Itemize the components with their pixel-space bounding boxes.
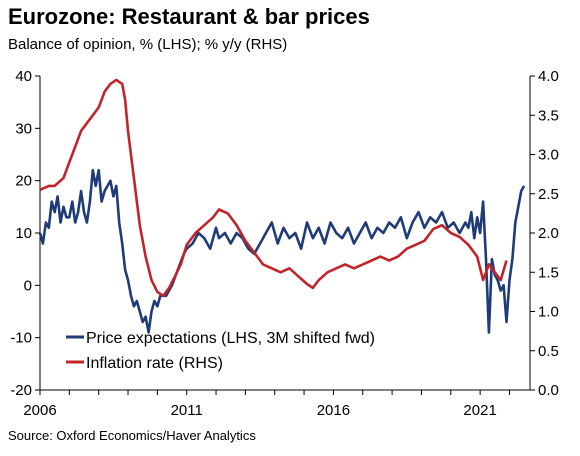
source-note: Source: Oxford Economics/Haver Analytics — [8, 428, 256, 443]
left-tick-label: 10 — [15, 225, 32, 242]
right-tick-label: 1.0 — [538, 304, 559, 321]
chart-legend: Price expectations (LHS, 3M shifted fwd)… — [66, 330, 375, 372]
right-tick-label: 1.5 — [538, 264, 559, 281]
x-tick-label: 2021 — [463, 402, 496, 419]
right-tick-label: 0.5 — [538, 343, 559, 360]
left-tick-label: -10 — [10, 330, 32, 347]
chart-subtitle: Balance of opinion, % (LHS); % y/y (RHS) — [8, 36, 288, 53]
left-tick-label: 40 — [15, 68, 32, 85]
x-tick-label: 2016 — [317, 402, 350, 419]
x-tick-label: 2006 — [23, 402, 56, 419]
series-line-2 — [39, 78, 508, 298]
right-tick-label: 0.0 — [538, 382, 559, 399]
right-tick-label: 2.5 — [538, 186, 559, 203]
chart-series — [38, 78, 526, 334]
left-tick-label: 20 — [15, 173, 32, 190]
right-tick-label: 3.5 — [538, 107, 559, 124]
legend-label-1: Price expectations (LHS, 3M shifted fwd) — [86, 330, 375, 347]
right-tick-label: 4.0 — [538, 68, 559, 85]
legend-label-2: Inflation rate (RHS) — [86, 355, 223, 372]
left-tick-label: 0 — [24, 277, 32, 294]
right-tick-label: 3.0 — [538, 147, 559, 164]
chart-title: Eurozone: Restaurant & bar prices — [8, 4, 370, 29]
x-tick-label: 2011 — [171, 402, 203, 419]
left-tick-label: 30 — [15, 120, 32, 137]
right-tick-label: 2.0 — [538, 225, 559, 242]
left-tick-label: -20 — [10, 382, 32, 399]
series-line-1 — [38, 168, 526, 334]
